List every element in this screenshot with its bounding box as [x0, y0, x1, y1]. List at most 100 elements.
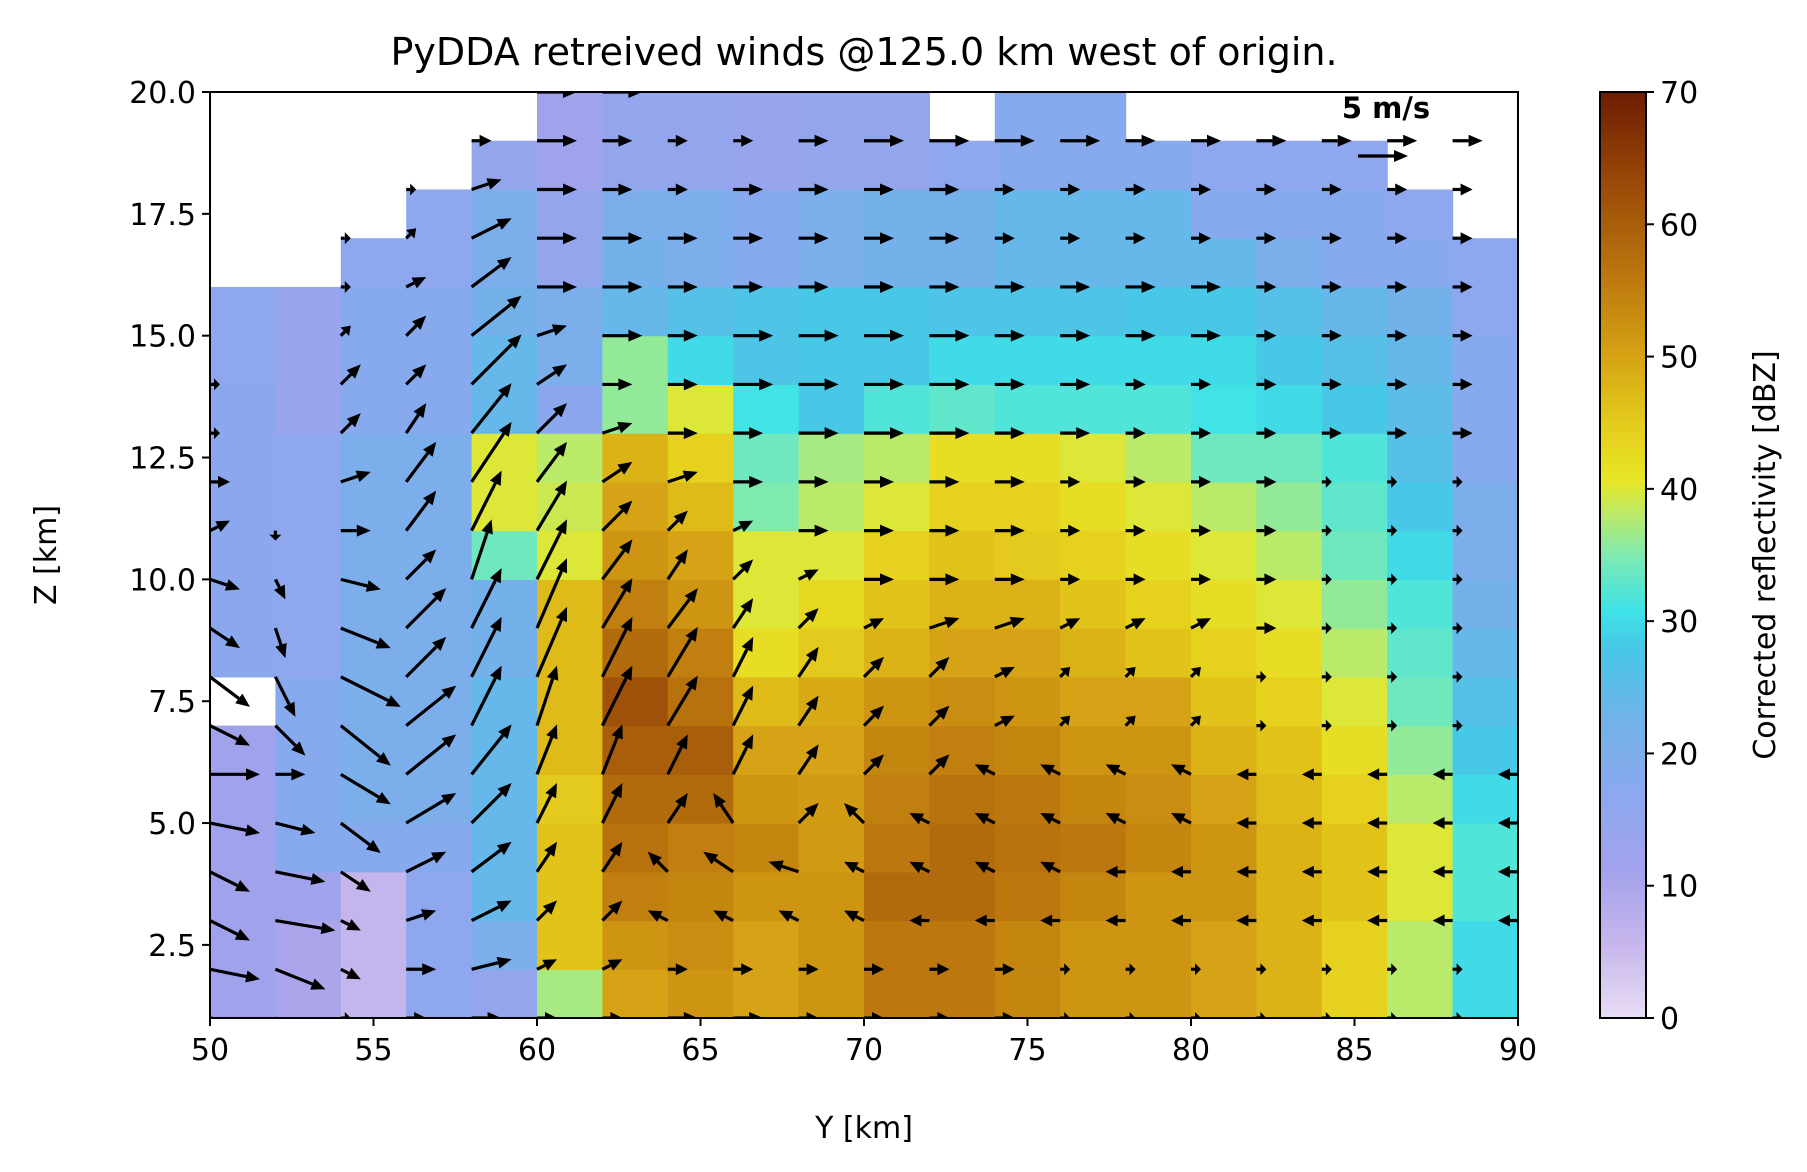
wind-arrow — [1321, 963, 1332, 976]
reflectivity-cell — [602, 823, 669, 873]
wind-arrow — [535, 724, 558, 775]
reflectivity-cell — [1321, 530, 1388, 580]
wind-arrow — [1452, 427, 1473, 440]
reflectivity-cell — [602, 189, 669, 239]
wind-arrow — [600, 665, 633, 727]
wind-arrow — [1125, 963, 1136, 976]
wind-arrow — [1452, 670, 1463, 683]
reflectivity-cell — [275, 286, 342, 337]
reflectivity-cell — [929, 189, 996, 239]
reflectivity-cell — [210, 286, 276, 337]
wind-arrow — [269, 530, 282, 541]
reflectivity-cell — [1518, 921, 1584, 970]
reflectivity-cell — [210, 920, 276, 970]
wind-arrow — [798, 134, 829, 147]
reflectivity-cell — [1191, 823, 1257, 873]
wind-arrow — [864, 329, 904, 342]
reflectivity-cell — [864, 676, 930, 727]
reflectivity-cell — [667, 189, 734, 239]
wind-arrow — [340, 524, 371, 537]
colorbar-tick-label: 60 — [1660, 208, 1698, 243]
wind-arrow — [733, 427, 764, 440]
reflectivity-cell — [1321, 433, 1388, 483]
wind-arrow — [731, 734, 754, 776]
reflectivity-cell — [471, 481, 538, 532]
reflectivity-cell — [1452, 579, 1518, 629]
wind-arrow — [275, 918, 336, 935]
wind-arrow — [470, 256, 512, 289]
reflectivity-cell — [1518, 774, 1584, 823]
wind-arrow — [274, 724, 306, 756]
reflectivity-cell — [864, 92, 930, 142]
reflectivity-cell — [733, 238, 800, 288]
wind-arrow — [733, 963, 754, 976]
y-axis: 2.5 5.0 7.5 10.0 12.5 15.0 17.5 20.0 — [129, 76, 210, 964]
wind-arrow — [537, 134, 577, 147]
wind-arrow — [666, 549, 688, 581]
wind-arrow — [1432, 817, 1453, 830]
reflectivity-cell — [602, 238, 669, 288]
y-tick-label: 15.0 — [129, 320, 196, 355]
wind-arrow — [1518, 720, 1528, 732]
wind-arrow — [273, 676, 296, 717]
reflectivity-cell — [275, 676, 342, 727]
wind-arrow — [929, 232, 960, 245]
wind-arrow — [864, 1012, 884, 1018]
reflectivity-cell — [1256, 628, 1323, 678]
reflectivity-cell — [864, 238, 930, 288]
reflectivity-cell — [1452, 530, 1518, 580]
y-tick-label: 7.5 — [148, 685, 196, 720]
chart-title: PyDDA retreived winds @125.0 km west of … — [390, 30, 1337, 74]
wind-arrow — [602, 232, 643, 245]
reflectivity-cell — [1125, 140, 1192, 191]
wind-arrow — [798, 183, 829, 196]
wind-arrow — [1125, 232, 1146, 245]
reflectivity-cell — [602, 628, 669, 678]
wind-arrow — [1518, 378, 1538, 390]
wind-arrow — [406, 963, 437, 976]
reflectivity-cell — [1060, 335, 1127, 386]
wind-arrow — [1236, 865, 1257, 878]
wind-arrow — [798, 280, 829, 293]
reflectivity-cell — [471, 969, 538, 1018]
wind-arrow — [994, 329, 1025, 342]
reflectivity-cell — [471, 579, 538, 629]
wind-arrow — [210, 919, 250, 941]
wind-arrow — [1387, 1012, 1398, 1018]
wind-arrow — [1387, 134, 1418, 147]
reflectivity-cell — [1321, 189, 1388, 239]
wind-arrow — [1125, 280, 1156, 293]
wind-arrow — [1040, 914, 1061, 927]
reflectivity-cell — [1387, 725, 1454, 775]
wind-arrow — [1256, 963, 1267, 976]
wind-arrow — [1367, 768, 1388, 781]
wind-arrow — [602, 1012, 623, 1018]
wind-arrow — [909, 914, 930, 927]
wind-arrow — [1367, 865, 1388, 878]
wind-arrow — [1124, 715, 1136, 727]
x-axis-label: Y [km] — [814, 1111, 913, 1146]
wind-arrow — [404, 490, 437, 532]
wind-arrow — [600, 616, 633, 678]
reflectivity-cell — [733, 628, 800, 678]
reflectivity-cell — [798, 920, 865, 970]
reflectivity-cell — [1452, 871, 1518, 922]
reflectivity-cell — [667, 384, 734, 434]
reflectivity-cell — [275, 335, 342, 386]
reflectivity-cell — [1256, 676, 1323, 727]
wind-arrow — [537, 92, 577, 98]
wind-arrow — [405, 909, 437, 923]
reflectivity-cell — [1125, 335, 1192, 386]
reflectivity-cell — [1452, 384, 1518, 434]
wind-arrow — [1321, 475, 1332, 488]
reflectivity-cell — [1191, 384, 1257, 434]
reflectivity-cell — [929, 871, 996, 922]
colorbar-tick-label: 20 — [1660, 737, 1698, 772]
reflectivity-cell — [1256, 286, 1323, 337]
reflectivity-cell — [406, 871, 473, 922]
wind-arrow — [340, 470, 371, 484]
reflectivity-cell — [864, 920, 930, 970]
wind-arrow — [929, 427, 970, 440]
reflectivity-cell — [929, 140, 996, 191]
reflectivity-cell — [471, 871, 538, 922]
